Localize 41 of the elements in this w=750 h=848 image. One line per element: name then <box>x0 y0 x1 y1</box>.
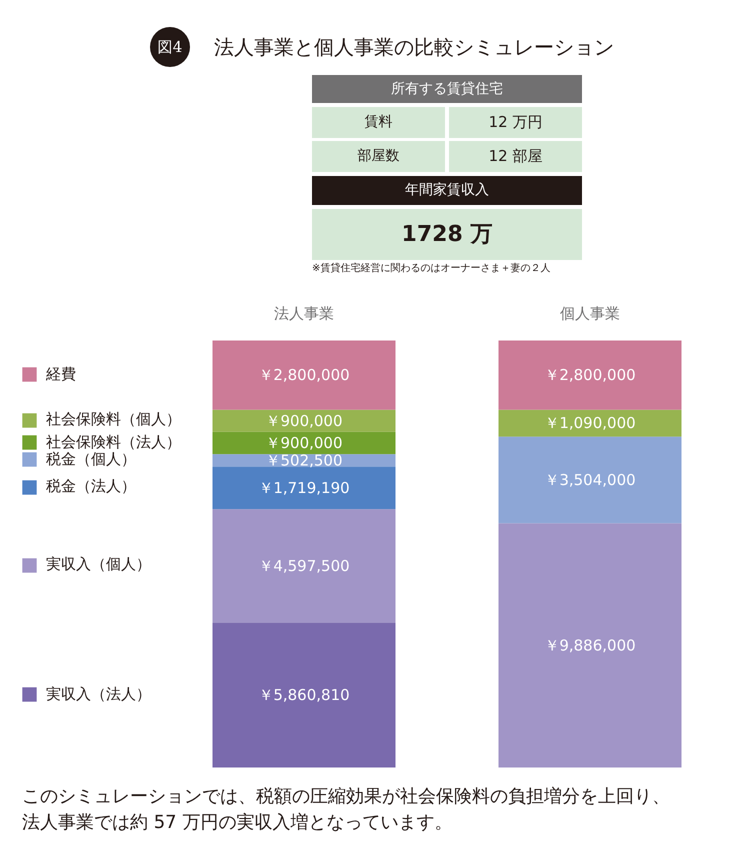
bar <box>498 340 682 410</box>
bar <box>212 622 396 768</box>
text: 12 部屋 <box>449 141 582 172</box>
bar <box>212 509 396 623</box>
data-label: ￥2,800,000 <box>544 366 636 384</box>
bar <box>212 410 396 432</box>
bar <box>212 340 396 410</box>
legend-label: 社会保険料（法人） <box>46 432 181 452</box>
data-label: ￥3,504,000 <box>544 470 636 489</box>
x-tick-label: 個人事業 <box>560 304 620 322</box>
text: 所有する賃貸住宅 <box>312 75 582 103</box>
text: 部屋数 <box>312 141 445 172</box>
data-label: ￥2,800,000 <box>258 366 350 384</box>
text: 賃料 <box>312 107 445 138</box>
data-label: ￥5,860,810 <box>258 686 350 704</box>
bar <box>212 466 396 510</box>
text: このシミュレーションでは、税額の圧縮効果が社会保険料の負担増分を上回り、法人事業では約 57 万円の実収入増となっています。 <box>22 785 671 835</box>
legend-label: 社会保険料（個人） <box>46 410 181 430</box>
data-label: ￥900,000 <box>265 412 343 430</box>
bar <box>498 410 682 437</box>
x-tick-label: 法人事業 <box>274 304 334 322</box>
legend-label: 実収入（法人） <box>46 684 151 704</box>
data-label: ￥900,000 <box>265 434 343 452</box>
data-label: ￥502,500 <box>265 451 343 470</box>
data-label: ￥1,090,000 <box>544 414 636 432</box>
bar <box>498 523 682 768</box>
legend-label: 経費 <box>46 364 76 384</box>
data-label: ￥1,719,190 <box>258 478 350 497</box>
text: 年間家賃収入 <box>312 176 582 205</box>
legend-label: 税金（法人） <box>46 477 136 496</box>
chart-title: 法人事業と個人事業の比較シミュレーション <box>214 34 614 61</box>
legend-label: 税金（個人） <box>46 450 136 469</box>
data-label: ￥4,597,500 <box>258 556 350 575</box>
text: 1728 万 <box>312 209 582 260</box>
data-label: ￥9,886,000 <box>544 636 636 654</box>
legend-label: 実収入（個人） <box>46 555 151 574</box>
bar <box>498 436 682 524</box>
text: 12 万円 <box>449 107 582 138</box>
bar <box>212 432 396 454</box>
text: ※賃貸住宅経営に関わるのはオーナーさま＋妻の２人 <box>312 262 550 276</box>
caption: 図4 <box>150 27 190 67</box>
